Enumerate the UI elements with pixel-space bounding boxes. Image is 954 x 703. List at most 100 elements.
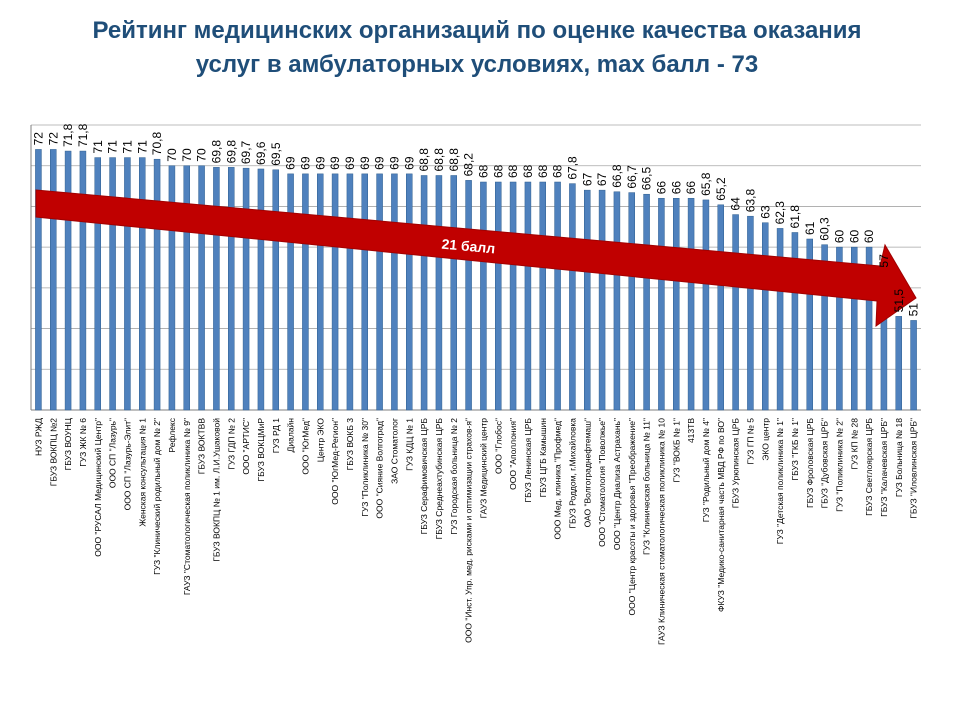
category-label: ООО "Центр красоты и здоровья "Преображе… [627,418,637,615]
category-label: ГБУЗ ВОУНЦ [63,417,73,470]
bar [317,173,324,411]
category-label: ООО "Центр Диализа Астрахань" [612,418,622,550]
bar [554,181,561,411]
data-label: 66 [669,181,683,195]
category-label: ООО "АРТИС" [241,418,251,475]
category-label: Женская консультация № 1 [137,418,147,527]
bar [865,246,873,411]
bar [376,173,383,411]
data-label: 68 [506,164,520,178]
category-label: ООО "ЮгМед" [300,418,310,475]
category-label: ООО "ЮгМед-Регион" [330,418,340,505]
data-label: 68 [521,164,535,178]
data-label: 60 [862,229,876,243]
bar [613,191,621,411]
data-label: 68 [536,164,550,178]
category-label: ГАУЗ Клиническая стоматологическая полик… [656,418,666,645]
data-label: 60,3 [818,217,832,241]
bar [361,173,368,411]
category-label: ООО СП "Лазурь-Элит" [122,418,132,510]
bar [495,181,502,411]
data-label: 66 [684,181,698,195]
category-label: 413ТВ [686,418,696,443]
data-label: 69 [387,156,401,170]
category-label: Центр ЭКО [315,418,325,463]
trend-arrow: 21 балл [35,189,917,327]
data-label: 67 [595,172,609,186]
bar [139,157,146,411]
category-label: ГУЗ "Детская поликлиника № 1" [775,418,785,544]
chart-title: Рейтинг медицинских организаций по оценк… [0,14,954,82]
bar [94,157,101,411]
category-label: ГБУЗ ВОКБ 3 [345,418,355,471]
data-label: 69 [402,156,416,170]
category-label: ГБУЗ ВОКПЦ № 1 им. Л.И.Ушаковой [211,418,221,562]
bar [673,198,680,411]
bar [406,173,413,411]
data-label: 66,7 [625,165,639,189]
bar [762,222,769,411]
data-label: 69 [313,156,327,170]
category-label: ГБУЗ ВОКТВВ [197,418,207,475]
category-label: ГУЗ "ВОКБ № 1" [671,418,681,482]
value-labels: 72 72 71,8 71,8 71 71 71 71 70,8 70 70 70 69,8 69,8 69… [31,123,920,316]
category-label: ГУЗ Городская больница № 2 [449,418,459,535]
category-label: ГБУЗ ЦГБ Камышин [538,418,548,498]
bar [242,167,250,411]
category-label: ГУЗ ГДП № 2 [226,418,236,470]
bar [480,181,487,411]
category-label: ГУЗ "Поликлиника № 2" [834,418,844,512]
data-label: 68,8 [447,148,461,172]
data-label: 61,8 [788,205,802,229]
category-label: ГБУЗ "Иловлинская ЦРБ" [909,418,919,519]
bar [124,157,131,411]
data-label: 69 [284,156,298,170]
data-label: 60 [847,229,861,243]
category-label: ГБУЗ ВОКПЦ №2 [48,418,58,487]
category-label: ООО Мед. клиника "Профмед" [553,418,563,540]
bar [687,198,695,411]
category-label: ГУЗ КП № 28 [849,418,859,470]
bar [331,173,339,411]
data-label: 69 [358,156,372,170]
data-label: 69,7 [239,140,253,164]
category-label: ГУЗ ЖК № 6 [78,418,88,467]
category-label: ЗАО Стоматолог [389,418,399,484]
data-label: 70,8 [150,132,164,156]
category-label: ГБУЗ Ленинская ЦРБ [523,418,533,503]
data-label: 68 [476,164,490,178]
data-label: 71 [135,140,149,154]
category-label: НУЗ РЖД [33,418,43,456]
data-label: 63,8 [743,189,757,213]
bar [213,167,220,411]
data-label: 64 [729,197,743,211]
data-label: 70 [195,148,209,162]
category-label: ООО "Стоматология "Поволжье" [597,418,607,547]
data-label: 68,8 [417,148,431,172]
bars [35,149,917,411]
category-label: ОАО "Волгограднефтемаш" [582,418,592,527]
category-label: ГБУЗ Фроловская ЦРБ [805,418,815,508]
category-label: ГУЗ "Клиническая больница № 11" [642,418,652,555]
data-label: 72 [31,132,45,146]
bar [584,189,591,411]
bar [465,180,472,411]
data-label: 62,3 [773,201,787,225]
category-labels: НУЗ РЖД ГБУЗ ВОКПЦ №2 ГБУЗ ВОУНЦ ГУЗ ЖК № 6… [33,417,918,645]
category-label: ГУЗ "Клинический родильный дом № 2" [152,418,162,575]
category-label: ООО "Инст. Упр. мед. рисками и оптимизац… [464,418,474,643]
data-label: 66,5 [640,167,654,191]
bar [435,175,443,411]
data-label: 69,8 [209,140,223,164]
bar [287,173,294,411]
category-label: ГУЗ Больница № 18 [894,418,904,497]
bar [153,158,161,411]
data-label: 60 [832,229,846,243]
data-label: 67,8 [565,156,579,180]
bar [272,169,279,411]
bar [643,193,650,411]
category-label: ООО "Глобос" [493,418,503,474]
bar [183,165,190,411]
data-label: 67 [580,172,594,186]
